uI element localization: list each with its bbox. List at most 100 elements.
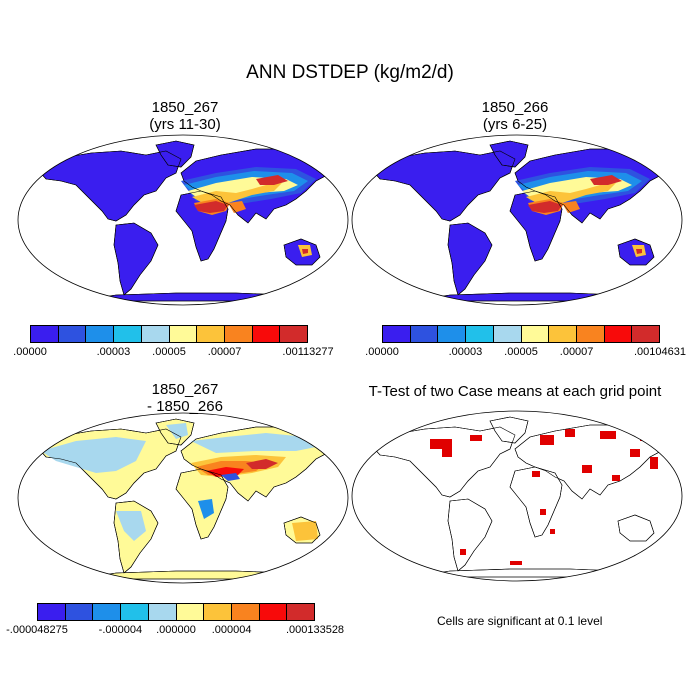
colorbar-swatch — [252, 326, 281, 342]
colorbar-swatch — [410, 326, 439, 342]
panel-3-title: 1850_267 - 1850_266 — [20, 381, 350, 415]
colorbar-swatch — [231, 604, 260, 620]
difference-region — [198, 499, 214, 519]
colorbar-swatch — [280, 326, 308, 342]
colorbar-tick-label: .00000 — [13, 346, 47, 358]
map-border — [17, 412, 349, 584]
dust-region — [194, 201, 228, 213]
coastline — [35, 428, 182, 500]
significant-cell — [550, 529, 555, 534]
panel-1-title-line1: 1850_267 — [151, 99, 219, 116]
colorbar-2 — [382, 325, 660, 343]
significant-cell — [430, 439, 452, 449]
colorbar-swatch — [224, 326, 253, 342]
significant-cell — [565, 429, 575, 437]
colorbar-tick-label: .00113277 — [282, 346, 334, 358]
coastline — [283, 516, 321, 544]
colorbar-tick-label: .000004 — [211, 624, 252, 636]
continent-northAmerica — [369, 150, 516, 222]
colorbar-swatch — [169, 326, 198, 342]
colorbar-swatch — [287, 604, 315, 620]
colorbar-swatch — [632, 326, 660, 342]
dust-region — [228, 201, 246, 213]
dust-region — [562, 201, 580, 213]
coastline — [509, 466, 563, 538]
map-content — [369, 416, 669, 578]
significant-cell — [640, 433, 652, 441]
panel-1-title: 1850_267 (yrs 11-30) — [20, 99, 350, 133]
colorbar-swatch — [148, 604, 177, 620]
panel-3-title-line1: 1850_267 — [151, 381, 219, 398]
colorbar-swatch — [38, 604, 66, 620]
colorbar-swatch — [86, 326, 115, 342]
coastline — [489, 140, 529, 168]
significant-cell — [470, 435, 482, 441]
panel-4-title: T-Test of two Case means at each grid po… — [350, 383, 680, 400]
panel-1-title-line2: (yrs 11-30) — [149, 116, 221, 133]
colorbar-tick-label: -.000048275 — [6, 624, 68, 636]
coastline — [35, 150, 182, 222]
significant-cell — [612, 475, 620, 481]
colorbar-swatch — [197, 326, 225, 342]
colorbar-tick-label: .00104631 — [634, 346, 686, 358]
colorbar-swatch — [549, 326, 577, 342]
figure-title: ANN DSTDEP (kg/m2/d) — [246, 62, 454, 83]
colorbar-swatch — [576, 326, 605, 342]
colorbar-swatch — [466, 326, 494, 342]
significant-cell — [510, 561, 522, 565]
significant-cell — [540, 435, 554, 445]
panel-2-title: 1850_266 (yrs 6-25) — [350, 99, 680, 133]
significant-cell — [650, 457, 658, 469]
map-panel-3 — [17, 412, 349, 584]
map-border — [17, 134, 349, 306]
colorbar-swatch — [121, 604, 149, 620]
panel-4-title-line1: T-Test of two Case means at each grid po… — [368, 383, 662, 400]
difference-region — [191, 433, 316, 453]
significant-cell — [630, 449, 640, 457]
coastline — [155, 418, 195, 446]
coastline — [155, 140, 195, 168]
colorbar-tick-label: .00003 — [96, 346, 131, 358]
colorbar-swatch — [383, 326, 411, 342]
coastline — [617, 238, 655, 266]
continent-northAmerica — [35, 150, 182, 222]
coastline — [369, 426, 516, 498]
difference-region — [41, 437, 146, 473]
map-content — [35, 418, 335, 580]
significant-cell — [600, 431, 616, 439]
colorbar-tick-label: .00007 — [559, 346, 594, 358]
continent-africa — [509, 466, 563, 538]
colorbar-swatch — [114, 326, 142, 342]
colorbar-1 — [30, 325, 308, 343]
colorbar-swatch — [259, 604, 288, 620]
significant-cell — [532, 471, 540, 477]
panel-2-title-line1: 1850_266 — [481, 99, 549, 116]
panel-2-title-line2: (yrs 6-25) — [482, 116, 548, 133]
coastline — [113, 500, 159, 574]
colorbar-swatch — [58, 326, 87, 342]
coastline — [113, 222, 159, 296]
colorbar-swatch — [204, 604, 232, 620]
map-panel-2 — [351, 134, 683, 306]
colorbar-tick-label: .00005 — [504, 346, 538, 358]
dust-region — [256, 175, 288, 185]
significant-cell — [540, 509, 546, 515]
colorbar-tick-label: .000000 — [156, 624, 196, 636]
map-border — [351, 134, 683, 306]
difference-region — [221, 473, 240, 481]
panel-3-title-line2: - 1850_266 — [147, 398, 223, 415]
difference-region — [292, 521, 318, 541]
colorbar-swatch — [604, 326, 633, 342]
dust-region — [528, 201, 562, 213]
significant-cell — [582, 465, 592, 473]
map-panel-1 — [17, 134, 349, 306]
coastline — [489, 416, 529, 444]
dust-region — [590, 175, 622, 185]
difference-region — [116, 511, 146, 541]
colorbar-tick-label: .00005 — [152, 346, 186, 358]
map-content — [35, 140, 335, 302]
colorbar-swatch — [176, 604, 205, 620]
coastline — [175, 190, 229, 262]
map-border — [351, 410, 683, 582]
colorbar-swatch — [93, 604, 122, 620]
